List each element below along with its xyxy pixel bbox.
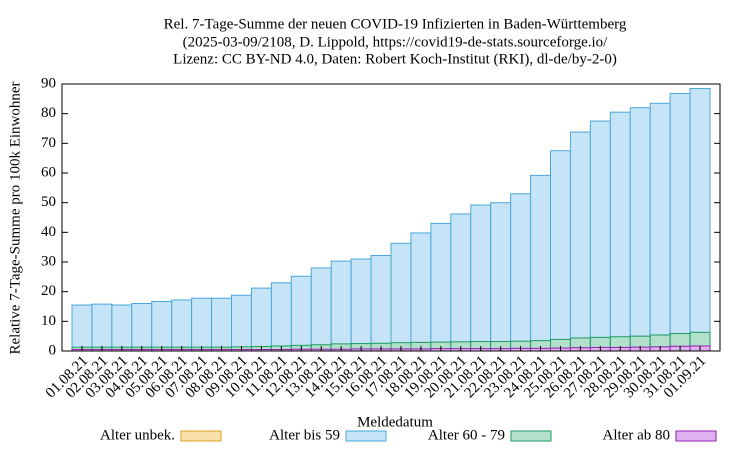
bar	[350, 258, 372, 352]
chart-title: Rel. 7-Tage-Summe der neuen COVID-19 Inf…	[164, 16, 627, 32]
y-tick-label: 70	[41, 135, 56, 151]
x-axis-label: Meldedatum	[357, 414, 433, 430]
bar	[171, 299, 193, 352]
y-axis-label: Relative 7-Tage-Summe pro 100k Einwohner	[7, 81, 23, 354]
bar	[191, 297, 213, 352]
bar	[430, 222, 452, 352]
bar	[290, 275, 312, 352]
bar	[370, 254, 392, 352]
y-tick-label: 20	[41, 283, 56, 299]
bar	[609, 111, 631, 352]
bar	[270, 282, 292, 352]
y-tick-label: 50	[41, 194, 56, 210]
plot-border	[61, 83, 721, 352]
y-tick-label: 80	[41, 105, 56, 121]
bar	[490, 202, 512, 352]
legend-label: Alter 60 - 79	[428, 427, 505, 443]
chart-subtitle: (2025-03-09/2108, D. Lippold, https://co…	[183, 34, 608, 50]
bar	[629, 107, 651, 352]
bar	[231, 294, 252, 352]
legend-label: Alter ab 80	[603, 427, 670, 443]
bar	[250, 287, 272, 352]
y-tick-label: 10	[41, 313, 56, 329]
bar	[530, 174, 551, 352]
y-tick-label: 60	[41, 164, 56, 180]
bar	[669, 92, 691, 352]
bar	[111, 304, 133, 352]
bar	[390, 242, 412, 352]
chart-subtitle: Lizenz: CC BY-ND 4.0, Daten: Robert Koch…	[173, 51, 617, 67]
bar	[131, 303, 153, 352]
bar	[689, 87, 711, 352]
bar	[589, 120, 611, 352]
y-tick-label: 90	[41, 75, 56, 91]
bar	[649, 102, 671, 352]
bar	[310, 267, 332, 352]
y-tick-label: 0	[49, 342, 57, 358]
legend-swatch	[510, 430, 552, 442]
bar	[211, 297, 232, 352]
bar	[510, 193, 532, 352]
bar	[71, 304, 93, 352]
y-tick-label: 30	[41, 253, 56, 269]
bar	[569, 131, 591, 352]
y-tick-label: 40	[41, 224, 56, 240]
legend-swatch	[345, 430, 387, 442]
bar	[91, 303, 113, 352]
bar	[410, 232, 432, 352]
legend-swatch	[180, 430, 222, 442]
bar	[151, 300, 173, 352]
bar	[470, 204, 492, 352]
bar	[550, 150, 571, 352]
bar	[330, 260, 352, 352]
legend-swatch	[675, 430, 717, 442]
legend-label: Alter bis 59	[269, 427, 340, 443]
bar	[450, 213, 472, 352]
legend-label: Alter unbek.	[100, 427, 175, 443]
